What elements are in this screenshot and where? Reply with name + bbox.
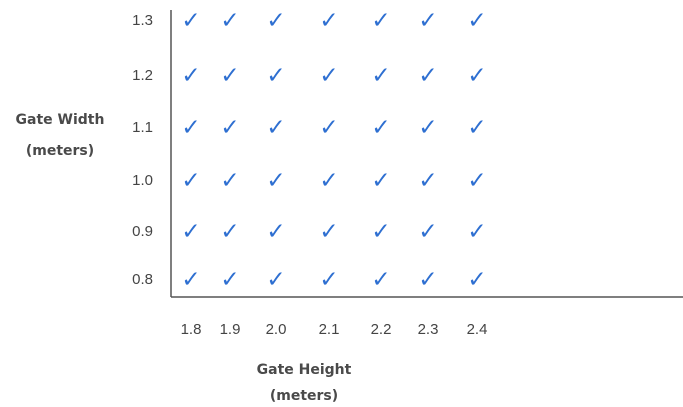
check-mark-icon: ✓ [319, 168, 338, 194]
check-mark-icon: ✓ [467, 63, 486, 89]
check-mark-icon: ✓ [266, 267, 285, 293]
check-mark-icon: ✓ [418, 219, 437, 245]
check-mark-icon: ✓ [371, 267, 390, 293]
check-mark-icon: ✓ [467, 115, 486, 141]
check-mark-icon: ✓ [319, 219, 338, 245]
y-tick-label: 1.1 [132, 119, 153, 136]
check-mark-icon: ✓ [220, 168, 239, 194]
check-mark-icon: ✓ [220, 219, 239, 245]
check-mark-icon: ✓ [181, 115, 200, 141]
y-tick-label: 0.8 [132, 271, 153, 288]
x-tick-label: 2.3 [418, 321, 439, 338]
check-mark-icon: ✓ [319, 63, 338, 89]
check-mark-icon: ✓ [371, 168, 390, 194]
check-mark-icon: ✓ [181, 8, 200, 34]
check-mark-icon: ✓ [220, 267, 239, 293]
check-mark-icon: ✓ [467, 168, 486, 194]
check-mark-icon: ✓ [467, 8, 486, 34]
check-mark-icon: ✓ [418, 267, 437, 293]
check-mark-icon: ✓ [181, 219, 200, 245]
check-mark-icon: ✓ [220, 115, 239, 141]
x-tick-label: 2.2 [371, 321, 392, 338]
check-mark-icon: ✓ [181, 267, 200, 293]
check-mark-icon: ✓ [266, 219, 285, 245]
check-mark-icon: ✓ [418, 8, 437, 34]
check-mark-icon: ✓ [266, 8, 285, 34]
check-mark-icon: ✓ [467, 219, 486, 245]
check-marks: ✓ ✓ ✓ ✓ ✓ ✓ ✓ ✓ ✓ ✓ ✓ ✓ ✓ ✓ ✓ ✓ ✓ ✓ ✓ ✓ ✓ ✓ ✓ ✓ ✓ ✓ ✓ ✓ ✓ ✓ ✓ ✓ ✓ ✓ ✓ ✓ ✓ ✓ ✓ ✓… [181, 8, 486, 293]
check-mark-icon: ✓ [266, 168, 285, 194]
check-mark-icon: ✓ [319, 115, 338, 141]
y-axis-title-line-1: Gate Width [16, 112, 105, 128]
check-mark-icon: ✓ [181, 63, 200, 89]
x-axis-title-line-2: (meters) [270, 388, 338, 404]
x-tick-label: 1.8 [181, 321, 202, 338]
check-mark-icon: ✓ [266, 63, 285, 89]
check-mark-icon: ✓ [266, 115, 285, 141]
check-mark-icon: ✓ [371, 63, 390, 89]
y-tick-label: 1.0 [132, 172, 153, 189]
y-tick-labels: 0.8 0.9 1.0 1.1 1.2 1.3 [132, 12, 153, 288]
check-mark-icon: ✓ [418, 63, 437, 89]
check-mark-icon: ✓ [319, 267, 338, 293]
check-mark-icon: ✓ [418, 168, 437, 194]
y-tick-label: 1.3 [132, 12, 153, 29]
x-tick-label: 2.4 [467, 321, 488, 338]
check-mark-icon: ✓ [371, 8, 390, 34]
check-mark-icon: ✓ [220, 8, 239, 34]
y-tick-label: 1.2 [132, 67, 153, 84]
check-mark-icon: ✓ [418, 115, 437, 141]
check-mark-icon: ✓ [319, 8, 338, 34]
check-mark-icon: ✓ [181, 168, 200, 194]
x-tick-label: 1.9 [220, 321, 241, 338]
y-axis-title-line-2: (meters) [26, 143, 94, 159]
x-tick-labels: 1.8 1.9 2.0 2.1 2.2 2.3 2.4 [181, 321, 488, 338]
check-mark-icon: ✓ [371, 115, 390, 141]
check-mark-icon: ✓ [467, 267, 486, 293]
x-tick-label: 2.0 [266, 321, 287, 338]
check-mark-icon: ✓ [220, 63, 239, 89]
x-tick-label: 2.1 [319, 321, 340, 338]
x-axis-title-line-1: Gate Height [257, 362, 352, 378]
y-tick-label: 0.9 [132, 223, 153, 240]
check-mark-icon: ✓ [371, 219, 390, 245]
